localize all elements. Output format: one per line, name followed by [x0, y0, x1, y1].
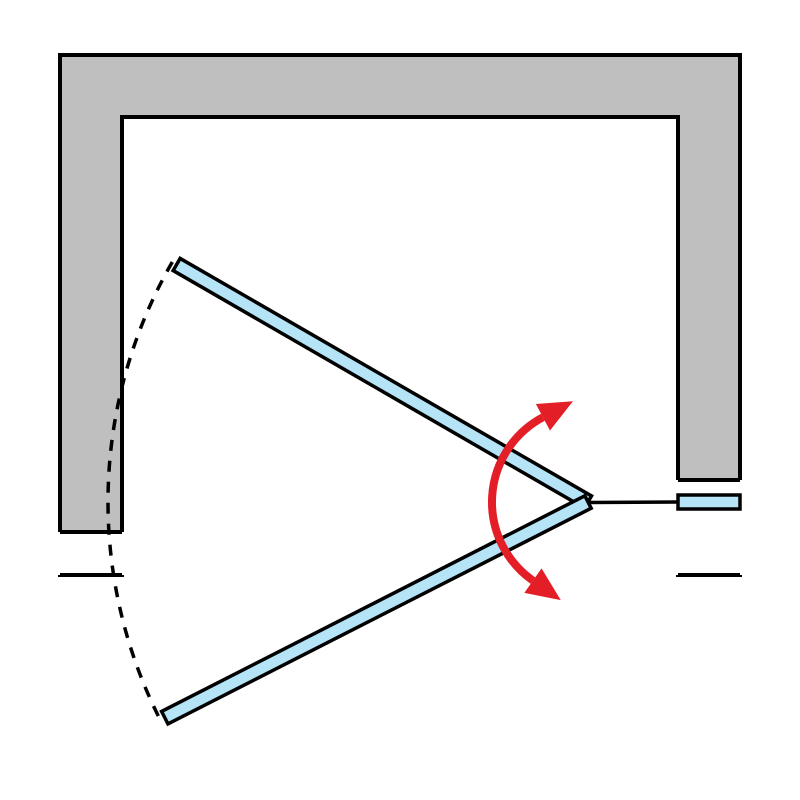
hinge-connector — [588, 502, 678, 503]
door-panel-open-up — [173, 258, 591, 508]
door-panel-open-down — [162, 496, 592, 724]
door-swing-diagram — [0, 0, 800, 800]
wall-gap — [56, 532, 126, 575]
enclosure-wall — [60, 55, 740, 575]
swing-arrowhead — [524, 568, 560, 600]
hinge-fixed-panel — [678, 495, 740, 509]
